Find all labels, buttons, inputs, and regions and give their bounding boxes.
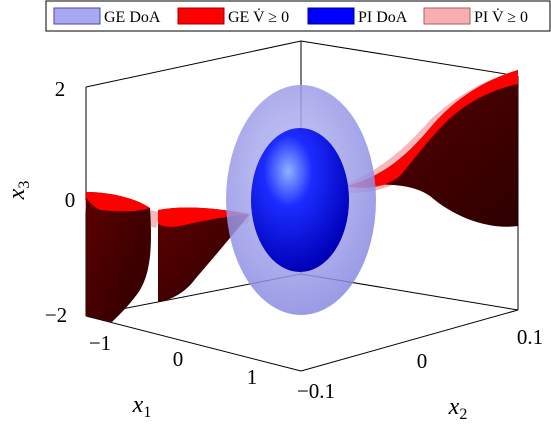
ge-vdot-surface-left — [86, 192, 151, 322]
legend-label: PI DoA — [358, 9, 408, 26]
x1-ticks: −1 0 1 — [89, 331, 257, 389]
ge-vdot-surface-right — [346, 70, 518, 227]
legend-label: PI V̇ ≥ 0 — [474, 8, 528, 26]
x3-ticks: 2 0 −2 — [45, 77, 75, 327]
x2-axis-label: x2 — [448, 394, 468, 423]
x2-tick-label: 0 — [417, 349, 428, 373]
pi-doa-ellipsoid — [251, 128, 349, 272]
x2-ticks: −0.1 0 0.1 — [297, 325, 543, 403]
x3-tick-label: −2 — [45, 303, 67, 327]
x2-tick-label: 0.1 — [517, 325, 543, 349]
legend: GE DoA GE V̇ ≥ 0 PI DoA PI V̇ ≥ 0 — [45, 0, 551, 32]
legend-label: GE V̇ ≥ 0 — [228, 8, 289, 26]
x3-axis-label: x3 — [4, 181, 33, 201]
x3-tick-label: 0 — [65, 188, 76, 212]
x1-tick-label: 0 — [173, 347, 184, 371]
legend-swatch-pi-vdot — [423, 7, 471, 25]
x1-axis-label: x1 — [132, 392, 152, 421]
legend-label: GE DoA — [104, 9, 161, 26]
x1-tick-label: −1 — [89, 331, 111, 355]
legend-swatch-pi-doa — [307, 7, 355, 25]
x3-tick-label: 2 — [55, 77, 66, 101]
legend-swatch-ge-doa — [53, 7, 101, 25]
legend-swatch-ge-vdot — [177, 7, 225, 25]
x1-tick-label: 1 — [247, 365, 258, 389]
x2-tick-label: −0.1 — [297, 379, 335, 403]
